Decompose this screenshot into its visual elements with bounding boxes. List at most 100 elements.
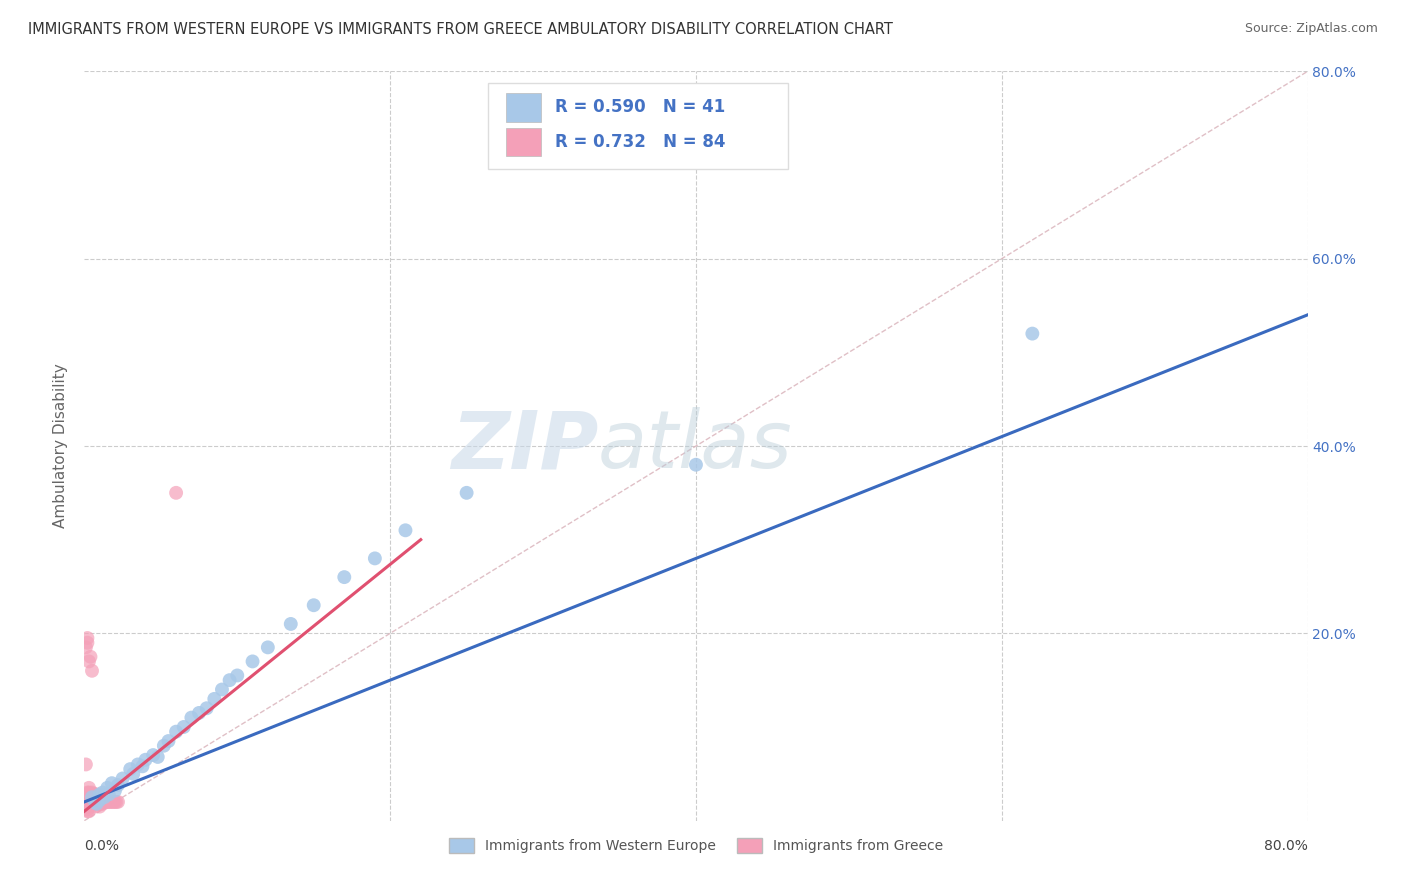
Point: [226, 668, 249, 682]
Point: [280, 617, 302, 632]
Point: [180, 710, 202, 724]
Point: [75, 757, 97, 772]
Point: [211, 682, 233, 697]
Point: [90, 793, 112, 807]
Point: [91, 786, 114, 800]
Point: [84, 788, 107, 802]
Point: [77, 795, 100, 809]
Point: [107, 778, 129, 792]
Text: 80.0%: 80.0%: [1264, 839, 1308, 854]
Point: [76, 799, 98, 814]
Text: R = 0.590   N = 41: R = 0.590 N = 41: [555, 98, 725, 116]
Point: [76, 802, 98, 816]
Point: [107, 795, 129, 809]
Point: [83, 788, 105, 802]
Point: [97, 788, 120, 802]
Point: [80, 790, 103, 805]
Point: [105, 795, 128, 809]
Point: [79, 795, 101, 809]
Point: [120, 762, 142, 776]
Point: [218, 673, 240, 688]
Point: [173, 720, 195, 734]
Point: [80, 795, 103, 809]
Point: [456, 486, 478, 500]
Point: [131, 759, 153, 773]
Point: [79, 790, 101, 805]
Text: IMMIGRANTS FROM WESTERN EUROPE VS IMMIGRANTS FROM GREECE AMBULATORY DISABILITY C: IMMIGRANTS FROM WESTERN EUROPE VS IMMIGR…: [28, 22, 893, 37]
Point: [91, 797, 114, 811]
Point: [165, 486, 187, 500]
Point: [122, 767, 145, 781]
Point: [94, 793, 117, 807]
Point: [75, 799, 97, 814]
Point: [77, 805, 100, 819]
Point: [394, 524, 416, 538]
FancyBboxPatch shape: [506, 128, 541, 156]
Point: [77, 790, 100, 805]
Point: [89, 788, 111, 802]
Point: [90, 795, 112, 809]
Point: [76, 805, 98, 819]
Point: [96, 780, 118, 795]
Point: [93, 793, 115, 807]
Point: [75, 640, 97, 655]
Point: [77, 793, 100, 807]
Point: [146, 750, 169, 764]
Point: [79, 793, 101, 807]
Point: [83, 795, 105, 809]
Point: [77, 797, 100, 811]
Point: [91, 793, 114, 807]
Point: [80, 786, 103, 800]
Point: [157, 734, 180, 748]
Point: [165, 724, 187, 739]
Point: [104, 783, 127, 797]
Point: [188, 706, 211, 720]
Point: [76, 631, 98, 645]
Point: [76, 635, 98, 649]
Point: [202, 692, 225, 706]
Point: [86, 793, 108, 807]
Point: [302, 599, 325, 613]
Point: [89, 795, 111, 809]
Point: [101, 776, 124, 790]
Point: [84, 795, 107, 809]
Point: [80, 790, 103, 805]
Point: [104, 795, 127, 809]
Point: [76, 797, 98, 811]
FancyBboxPatch shape: [488, 83, 787, 169]
Point: [80, 664, 103, 678]
Point: [89, 793, 111, 807]
Point: [76, 795, 98, 809]
Point: [87, 795, 110, 809]
Point: [84, 793, 107, 807]
Point: [96, 795, 118, 809]
Point: [685, 458, 707, 472]
Point: [257, 640, 280, 655]
Point: [83, 797, 105, 811]
Point: [153, 739, 176, 753]
Text: 0.0%: 0.0%: [84, 839, 120, 854]
Point: [77, 786, 100, 800]
Point: [142, 747, 165, 762]
Point: [80, 793, 103, 807]
Point: [89, 790, 111, 805]
Point: [93, 795, 115, 809]
Legend: Immigrants from Western Europe, Immigrants from Greece: Immigrants from Western Europe, Immigran…: [443, 833, 949, 859]
Point: [90, 797, 112, 811]
Point: [84, 790, 107, 805]
Point: [76, 788, 98, 802]
Point: [86, 788, 108, 802]
Y-axis label: Ambulatory Disability: Ambulatory Disability: [53, 364, 69, 528]
Point: [87, 793, 110, 807]
Point: [89, 797, 111, 811]
Point: [86, 790, 108, 805]
Point: [91, 795, 114, 809]
Point: [87, 795, 110, 809]
Point: [75, 797, 97, 811]
Point: [79, 649, 101, 664]
Point: [1021, 326, 1043, 341]
Point: [333, 570, 356, 584]
Point: [89, 793, 111, 807]
Point: [86, 795, 108, 809]
Point: [94, 795, 117, 809]
